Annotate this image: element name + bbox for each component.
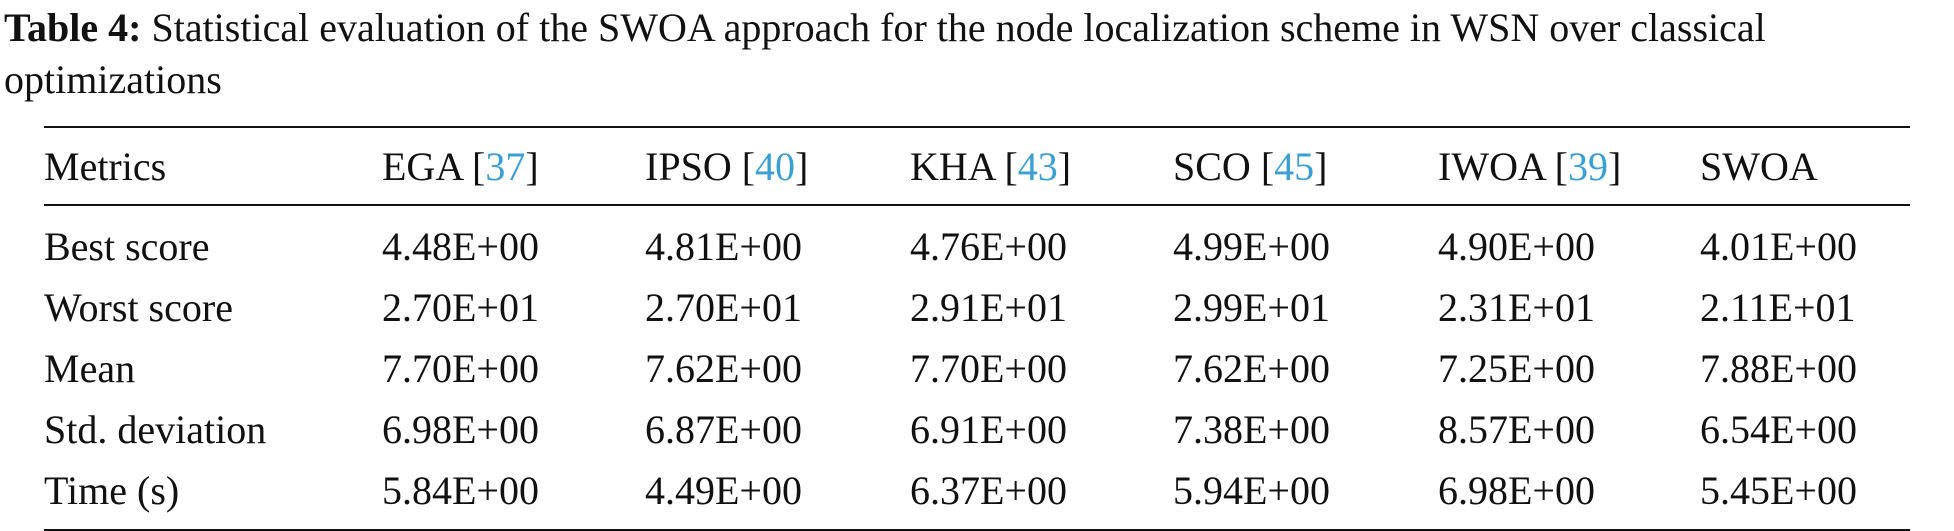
table-cell: 8.57E+00 bbox=[1438, 407, 1595, 452]
table-cell: 4.01E+00 bbox=[1700, 224, 1857, 269]
table-cell: 6.98E+00 bbox=[1438, 468, 1595, 513]
header-ipso: IPSO [40] bbox=[645, 143, 809, 189]
header-iwoa: IWOA [39] bbox=[1438, 143, 1622, 189]
table-cell: 6.98E+00 bbox=[382, 407, 539, 452]
header-ega: EGA [37] bbox=[382, 143, 539, 189]
table-cell: 6.91E+00 bbox=[910, 407, 1067, 452]
row-label: Time (s) bbox=[44, 468, 180, 513]
table-caption: Table 4: Statistical evaluation of the S… bbox=[4, 2, 1950, 106]
table-cell: 4.99E+00 bbox=[1173, 224, 1330, 269]
table-row: Best score 4.48E+00 4.81E+00 4.76E+00 4.… bbox=[44, 205, 1910, 277]
table-row: Std. deviation 6.98E+00 6.87E+00 6.91E+0… bbox=[44, 399, 1910, 460]
table-cell: 4.48E+00 bbox=[382, 224, 539, 269]
citation-link[interactable]: 45 bbox=[1274, 143, 1315, 189]
table-cell: 2.11E+01 bbox=[1700, 285, 1856, 330]
table-cell: 7.25E+00 bbox=[1438, 346, 1595, 391]
header-row: Metrics EGA [37] IPSO [40] KHA [43] SCO … bbox=[44, 127, 1910, 205]
citation-link[interactable]: 40 bbox=[755, 143, 796, 189]
table-cell: 6.37E+00 bbox=[910, 468, 1067, 513]
row-label: Best score bbox=[44, 224, 210, 269]
table-cell: 7.62E+00 bbox=[1173, 346, 1330, 391]
table-cell: 4.90E+00 bbox=[1438, 224, 1595, 269]
table-cell: 2.70E+01 bbox=[382, 285, 539, 330]
citation-link[interactable]: 43 bbox=[1017, 143, 1058, 189]
table-cell: 4.49E+00 bbox=[645, 468, 802, 513]
table-cell: 2.91E+01 bbox=[910, 285, 1067, 330]
table-cell: 2.99E+01 bbox=[1173, 285, 1330, 330]
citation-link[interactable]: 39 bbox=[1567, 143, 1608, 189]
row-label: Mean bbox=[44, 346, 136, 391]
results-table: Metrics EGA [37] IPSO [40] KHA [43] SCO … bbox=[44, 126, 1910, 531]
row-label: Worst score bbox=[44, 285, 233, 330]
table-row: Time (s) 5.84E+00 4.49E+00 6.37E+00 5.94… bbox=[44, 460, 1910, 530]
table-cell: 4.76E+00 bbox=[910, 224, 1067, 269]
caption-label: Table 4: bbox=[4, 5, 142, 50]
table-cell: 7.62E+00 bbox=[645, 346, 802, 391]
table-cell: 6.87E+00 bbox=[645, 407, 802, 452]
header-sco: SCO [45] bbox=[1173, 143, 1328, 189]
table-cell: 5.45E+00 bbox=[1700, 468, 1857, 513]
table-cell: 7.70E+00 bbox=[382, 346, 539, 391]
header-kha: KHA [43] bbox=[910, 143, 1072, 189]
table-cell: 2.31E+01 bbox=[1438, 285, 1595, 330]
header-metrics: Metrics bbox=[44, 143, 167, 189]
table-row: Mean 7.70E+00 7.62E+00 7.70E+00 7.62E+00… bbox=[44, 338, 1910, 399]
table-cell: 7.88E+00 bbox=[1700, 346, 1857, 391]
table-cell: 7.38E+00 bbox=[1173, 407, 1330, 452]
table-cell: 6.54E+00 bbox=[1700, 407, 1857, 452]
caption-text: Statistical evaluation of the SWOA appro… bbox=[4, 5, 1766, 102]
table-cell: 5.94E+00 bbox=[1173, 468, 1330, 513]
table-row: Worst score 2.70E+01 2.70E+01 2.91E+01 2… bbox=[44, 277, 1910, 338]
results-table-container: Metrics EGA [37] IPSO [40] KHA [43] SCO … bbox=[44, 126, 1910, 531]
row-label: Std. deviation bbox=[44, 407, 267, 452]
table-cell: 4.81E+00 bbox=[645, 224, 802, 269]
table-cell: 7.70E+00 bbox=[910, 346, 1067, 391]
table-cell: 2.70E+01 bbox=[645, 285, 802, 330]
citation-link[interactable]: 37 bbox=[485, 143, 526, 189]
header-swoa: SWOA bbox=[1700, 143, 1818, 189]
table-cell: 5.84E+00 bbox=[382, 468, 539, 513]
